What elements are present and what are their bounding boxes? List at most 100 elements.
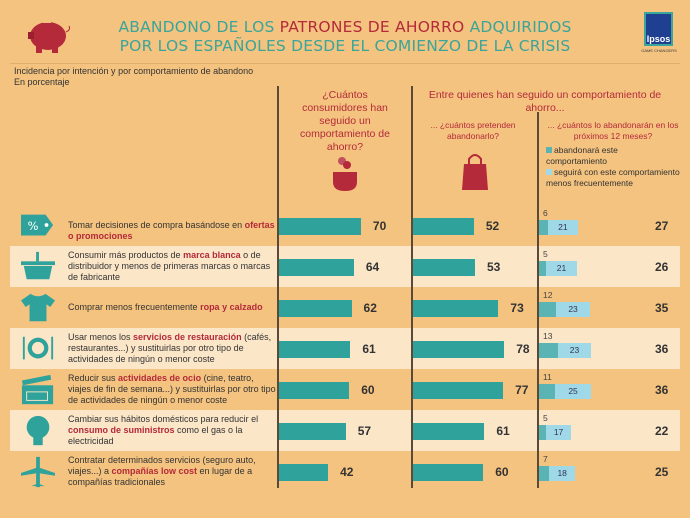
value-total: 35	[655, 301, 669, 315]
value-col2: 53	[487, 260, 501, 274]
row-text: Comprar menos frecuentemente	[68, 301, 201, 312]
value-less-frequent: 25	[568, 386, 578, 396]
value-col2: 73	[510, 301, 524, 315]
bar-col1	[279, 464, 329, 481]
bar-abandon	[539, 466, 550, 481]
row-highlight: actividades de ocio	[118, 372, 202, 383]
value-col1: 70	[372, 219, 387, 233]
row-highlight: compañías low cost	[111, 465, 198, 476]
row-text: (cine, teatro, viajes de fin de semana..…	[68, 372, 276, 405]
row-text: Reducir sus	[68, 372, 119, 383]
row-label: Cambiar sus hábitos domésticos para redu…	[68, 414, 278, 447]
value-col2: 61	[496, 424, 510, 438]
value-less-frequent: 17	[553, 427, 564, 437]
value-abandon: 5	[543, 413, 548, 423]
column-header-2: ... ¿cuántos pretenden abandonarlo?	[430, 120, 516, 141]
divider	[10, 63, 680, 64]
bar-less-frequent	[546, 261, 577, 276]
svg-text:%: %	[28, 219, 39, 233]
lightbulb-icon	[26, 415, 50, 446]
bar-less-frequent	[557, 343, 592, 358]
bar-col2	[413, 382, 504, 399]
subtitle-units: En porcentaje	[14, 77, 70, 87]
value-col1: 60	[361, 383, 375, 397]
row-highlight: marca blanca	[183, 249, 241, 260]
bar-col1	[279, 423, 346, 440]
value-abandon: 7	[543, 454, 548, 464]
value-total: 36	[655, 383, 669, 397]
value-abandon: 12	[543, 290, 553, 300]
value-abandon: 6	[543, 208, 548, 218]
shopping-bag-icon	[462, 154, 488, 190]
value-total: 36	[655, 342, 669, 356]
legend-item-less: seguirá con este comportamiento menos fr…	[546, 167, 681, 189]
title-part: ADQUIRIDOS	[464, 18, 572, 36]
value-col1: 57	[357, 424, 372, 438]
bar-less-frequent	[547, 220, 579, 235]
value-col2: 77	[515, 383, 529, 397]
bar-abandon	[539, 302, 557, 317]
value-total: 27	[655, 219, 669, 233]
price-tag-icon: %	[21, 214, 54, 236]
row-highlight: consumo de suministros	[68, 424, 175, 435]
row-text: Contratar determinados servicios (seguro…	[68, 454, 256, 476]
shirt-icon	[21, 293, 55, 322]
bar-col2	[413, 464, 484, 481]
row-highlight: ofertas o promociones	[68, 219, 275, 241]
value-abandon: 5	[543, 249, 548, 259]
value-col2: 78	[516, 342, 530, 356]
page-title: ABANDONO DE LOS PATRONES DE AHORRO ADQUI…	[100, 18, 590, 56]
value-total: 25	[655, 465, 669, 479]
row-label: Contratar determinados servicios (seguro…	[68, 455, 278, 488]
value-less-frequent: 21	[558, 222, 568, 232]
bar-col2	[413, 423, 485, 440]
value-col1: 64	[365, 260, 380, 274]
airplane-icon	[21, 456, 55, 488]
bar-col2	[413, 259, 475, 276]
bar-abandon	[539, 343, 558, 358]
title-part: ABANDONO DE LOS	[118, 18, 280, 36]
bar-abandon	[539, 384, 555, 399]
value-abandon: 13	[543, 331, 553, 341]
bar-col1	[279, 382, 350, 399]
column-divider	[277, 86, 279, 488]
bar-col2	[413, 218, 474, 235]
bar-abandon	[539, 220, 548, 235]
basket-icon	[21, 251, 55, 280]
value-less-frequent: 21	[556, 263, 567, 273]
legend-item-abandon: abandonará este comportamiento	[546, 145, 681, 167]
value-abandon: 11	[543, 372, 552, 382]
legend-label: seguirá con este comportamiento menos fr…	[546, 167, 680, 188]
ipsos-logo: Ipsos	[644, 12, 673, 46]
value-col2: 60	[495, 465, 509, 479]
row-label: Consumir más productos de marca blanca o…	[68, 250, 278, 283]
row-text: Tomar decisiones de compra basándose en	[68, 219, 245, 230]
logo-tagline: GAME CHANGERS	[641, 48, 677, 53]
bar-col1	[279, 300, 352, 317]
bar-col1	[279, 341, 351, 358]
title-line2: POR LOS ESPAÑOLES DESDE EL COMIENZO DE L…	[119, 37, 571, 55]
value-less-frequent: 23	[568, 304, 578, 314]
title-highlight: PATRONES DE AHORRO	[279, 18, 465, 36]
row-label: Usar menos los servicios de restauración…	[68, 332, 278, 365]
row-text: Consumir más productos de	[68, 249, 184, 260]
bar-col2	[413, 341, 505, 358]
value-col2: 52	[485, 219, 500, 233]
column-group-header: Entre quienes han seguido un comportamie…	[428, 89, 662, 114]
row-highlight: ropa y calzado	[200, 301, 263, 312]
clapperboard-icon	[21, 374, 54, 405]
logo-text: Ipsos	[646, 34, 671, 44]
value-less-frequent: 23	[569, 345, 580, 355]
column-header-1: ¿Cuántos consumidores han seguido un com…	[300, 89, 390, 153]
bar-abandon	[539, 425, 547, 440]
row-label: Tomar decisiones de compra basándose en …	[68, 220, 278, 242]
bar-col1	[279, 259, 354, 276]
value-total: 22	[655, 424, 669, 438]
row-label: Comprar menos frecuentemente ropa y calz…	[68, 302, 278, 313]
row-text: o de distribuidor y menos de primeras ma…	[68, 249, 271, 282]
legend: abandonará este comportamiento seguirá c…	[546, 145, 681, 189]
row-label: Reducir sus actividades de ocio (cine, t…	[68, 373, 278, 406]
value-total: 26	[655, 260, 669, 274]
bar-less-frequent	[556, 302, 590, 317]
bar-less-frequent	[549, 466, 576, 481]
